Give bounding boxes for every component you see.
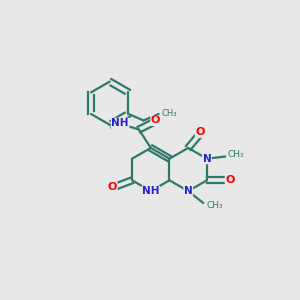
Text: O: O (151, 116, 160, 125)
Text: N: N (202, 154, 211, 164)
Text: NH: NH (142, 186, 160, 196)
Text: CH₃: CH₃ (228, 150, 244, 159)
Text: N: N (184, 186, 193, 196)
Text: O: O (225, 175, 235, 185)
Text: NH: NH (111, 118, 129, 128)
Text: O: O (108, 182, 117, 192)
Text: CH₃: CH₃ (161, 110, 177, 118)
Text: CH₃: CH₃ (207, 201, 224, 210)
Text: O: O (195, 128, 205, 137)
